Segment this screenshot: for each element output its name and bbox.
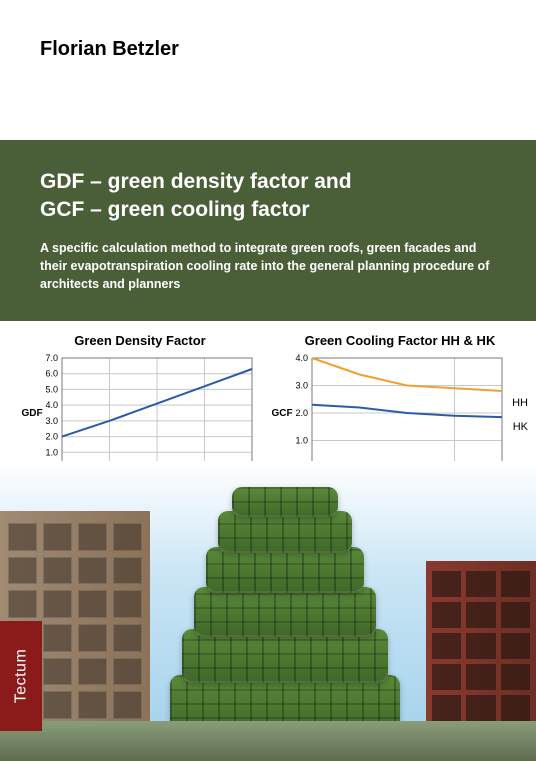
title-line-2: GCF – green cooling factor <box>40 198 310 221</box>
svg-text:2.0: 2.0 <box>45 432 58 442</box>
green-tiered-building <box>170 488 400 733</box>
svg-text:3.0: 3.0 <box>45 416 58 426</box>
publisher-tab: Tectum <box>0 621 42 731</box>
svg-text:1.0: 1.0 <box>45 447 58 457</box>
author-name: Florian Betzler <box>40 38 496 61</box>
gcf-chart-title: Green Cooling Factor HH & HK <box>270 333 530 348</box>
svg-text:5.0: 5.0 <box>45 384 58 394</box>
svg-text:4.0: 4.0 <box>295 354 308 363</box>
header-area: Florian Betzler <box>0 0 536 140</box>
svg-text:7.0: 7.0 <box>45 354 58 363</box>
book-subtitle: A specific calculation method to integra… <box>40 239 496 293</box>
gdf-chart-title: Green Density Factor <box>20 333 260 348</box>
svg-text:GDF: GDF <box>21 408 42 419</box>
svg-text:3.0: 3.0 <box>295 381 308 391</box>
book-title: GDF – green density factor and GCF – gre… <box>40 168 496 225</box>
svg-text:6.0: 6.0 <box>45 369 58 379</box>
ground-plane <box>0 721 536 761</box>
gcf-series-label-hh: HH <box>512 397 528 409</box>
gcf-series-label-hk: HK <box>513 421 528 433</box>
svg-text:2.0: 2.0 <box>295 408 308 418</box>
right-building <box>426 561 536 731</box>
right-building-windows <box>432 571 530 721</box>
publisher-name: Tectum <box>12 649 30 704</box>
svg-text:GCF: GCF <box>271 408 292 419</box>
svg-text:4.0: 4.0 <box>45 400 58 410</box>
title-line-1: GDF – green density factor and <box>40 170 352 193</box>
svg-text:1.0: 1.0 <box>295 436 308 446</box>
cover-illustration: Tectum <box>0 461 536 761</box>
title-band: GDF – green density factor and GCF – gre… <box>0 140 536 321</box>
